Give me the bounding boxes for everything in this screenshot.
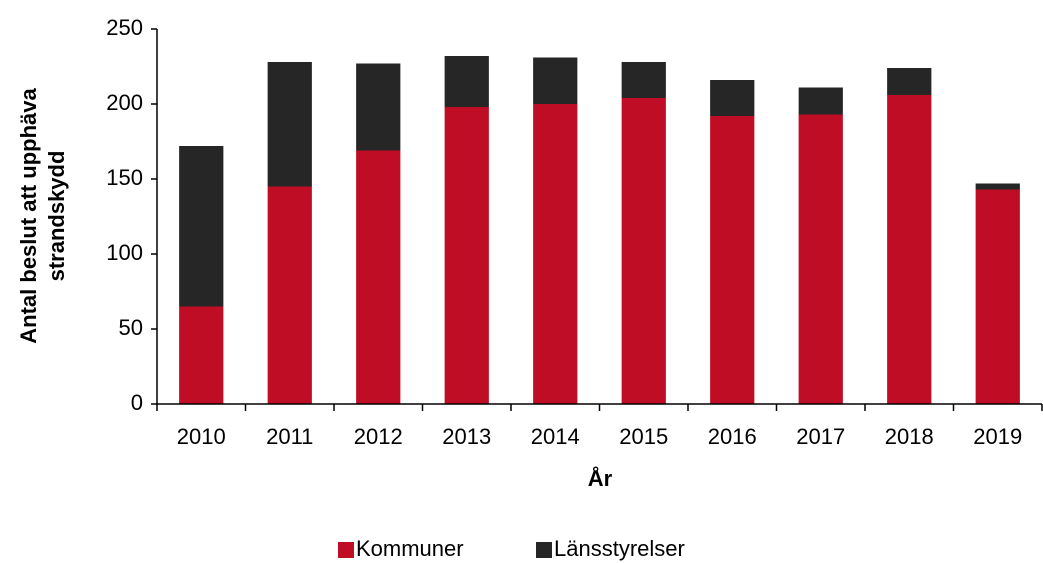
x-tick-label: 2013 — [442, 424, 491, 449]
y-axis-title-line: Antal beslut att upphäva — [16, 88, 41, 344]
bar-segment — [444, 56, 489, 107]
x-tick-label: 2011 — [266, 424, 313, 449]
y-tick-label: 200 — [106, 90, 143, 115]
x-tick-label: 2015 — [619, 424, 668, 449]
bar-segment — [356, 150, 401, 404]
legend-label: Länsstyrelser — [554, 536, 685, 561]
legend-swatch — [338, 542, 354, 558]
bar-segment — [533, 57, 578, 104]
bar-segment — [444, 107, 489, 404]
bar-segment — [621, 98, 666, 404]
x-tick-label: 2019 — [973, 424, 1022, 449]
bar-segment — [621, 62, 666, 98]
y-tick-label: 100 — [106, 240, 143, 265]
y-tick-label: 150 — [106, 165, 143, 190]
x-tick-label: 2014 — [531, 424, 580, 449]
x-tick-label: 2018 — [885, 424, 934, 449]
x-tick-label: 2017 — [796, 424, 845, 449]
bar-segment — [975, 189, 1020, 404]
y-tick-label: 50 — [119, 315, 143, 340]
bar-segment — [267, 186, 312, 404]
bar-segment — [179, 146, 224, 307]
bar-segment — [887, 95, 932, 404]
x-axis-title: År — [588, 465, 613, 491]
y-axis-title-line: strandskydd — [44, 151, 69, 282]
bar-segment — [798, 114, 843, 404]
legend-swatch — [536, 542, 552, 558]
y-tick-label: 250 — [106, 15, 143, 40]
bar-segment — [710, 80, 755, 116]
bar-segment — [975, 183, 1020, 190]
bar-segment — [267, 62, 312, 187]
x-tick-label: 2016 — [708, 424, 757, 449]
x-tick-label: 2012 — [354, 424, 403, 449]
y-axis-title: Antal beslut att upphäva strandskydd — [16, 88, 69, 344]
bar-segment — [887, 68, 932, 95]
bar-segment — [179, 306, 224, 404]
x-tick-label: 2010 — [177, 424, 226, 449]
bar-segment — [356, 63, 401, 151]
bar-segment — [533, 104, 578, 404]
bar-segment — [798, 87, 843, 115]
bar-segment — [710, 116, 755, 404]
y-tick-label: 0 — [131, 390, 143, 415]
legend-label: Kommuner — [356, 536, 464, 561]
